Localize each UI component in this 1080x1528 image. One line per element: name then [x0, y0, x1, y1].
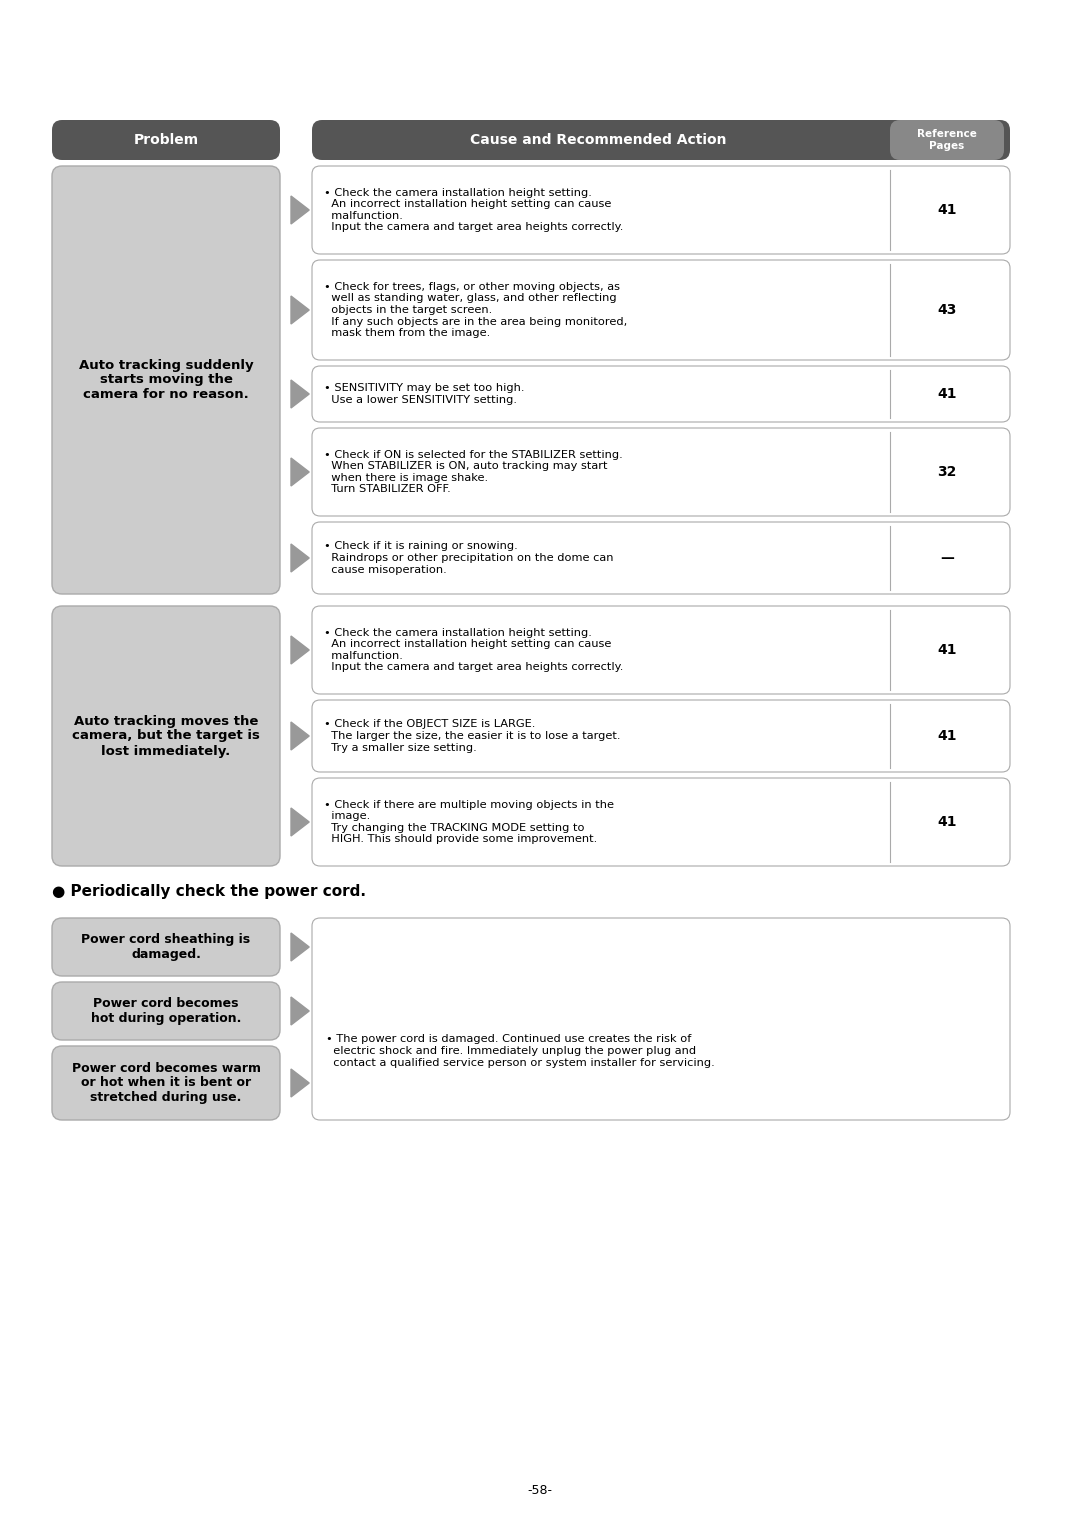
Polygon shape: [291, 380, 309, 408]
FancyBboxPatch shape: [890, 121, 1004, 160]
FancyBboxPatch shape: [312, 428, 1010, 516]
Text: • Check if ON is selected for the STABILIZER setting.
  When STABILIZER is ON, a: • Check if ON is selected for the STABIL…: [324, 449, 623, 495]
Polygon shape: [291, 458, 309, 486]
Text: 41: 41: [937, 203, 957, 217]
Text: • The power cord is damaged. Continued use creates the risk of
  electric shock : • The power cord is damaged. Continued u…: [326, 1034, 715, 1068]
Text: • Check if it is raining or snowing.
  Raindrops or other precipitation on the d: • Check if it is raining or snowing. Rai…: [324, 541, 613, 575]
Text: Problem: Problem: [134, 133, 199, 147]
FancyBboxPatch shape: [52, 607, 280, 866]
FancyBboxPatch shape: [52, 918, 280, 976]
Text: • Check if there are multiple moving objects in the
  image.
  Try changing the : • Check if there are multiple moving obj…: [324, 799, 615, 845]
Text: Power cord becomes warm
or hot when it is bent or
stretched during use.: Power cord becomes warm or hot when it i…: [71, 1062, 260, 1105]
Polygon shape: [291, 296, 309, 324]
FancyBboxPatch shape: [312, 778, 1010, 866]
Text: Power cord becomes
hot during operation.: Power cord becomes hot during operation.: [91, 996, 241, 1025]
Text: 43: 43: [937, 303, 957, 316]
Text: Reference
Pages: Reference Pages: [917, 130, 977, 151]
Text: 32: 32: [937, 465, 957, 478]
Text: • Check for trees, flags, or other moving objects, as
  well as standing water, : • Check for trees, flags, or other movin…: [324, 281, 627, 338]
FancyBboxPatch shape: [52, 167, 280, 594]
FancyBboxPatch shape: [312, 167, 1010, 254]
Text: Power cord sheathing is
damaged.: Power cord sheathing is damaged.: [81, 934, 251, 961]
Polygon shape: [291, 808, 309, 836]
FancyBboxPatch shape: [312, 367, 1010, 422]
Polygon shape: [291, 636, 309, 665]
Text: 41: 41: [937, 729, 957, 743]
Text: • SENSITIVITY may be set too high.
  Use a lower SENSITIVITY setting.: • SENSITIVITY may be set too high. Use a…: [324, 384, 525, 405]
FancyBboxPatch shape: [312, 918, 1010, 1120]
Text: ● Periodically check the power cord.: ● Periodically check the power cord.: [52, 885, 366, 898]
Text: Cause and Recommended Action: Cause and Recommended Action: [470, 133, 726, 147]
Text: Auto tracking moves the
camera, but the target is
lost immediately.: Auto tracking moves the camera, but the …: [72, 715, 260, 758]
Text: 41: 41: [937, 643, 957, 657]
FancyBboxPatch shape: [312, 260, 1010, 361]
Polygon shape: [291, 996, 309, 1025]
Text: • Check if the OBJECT SIZE is LARGE.
  The larger the size, the easier it is to : • Check if the OBJECT SIZE is LARGE. The…: [324, 720, 621, 753]
Text: Auto tracking suddenly
starts moving the
camera for no reason.: Auto tracking suddenly starts moving the…: [79, 359, 254, 402]
FancyBboxPatch shape: [52, 1047, 280, 1120]
Text: • Check the camera installation height setting.
  An incorrect installation heig: • Check the camera installation height s…: [324, 628, 623, 672]
Polygon shape: [291, 544, 309, 571]
FancyBboxPatch shape: [312, 121, 1010, 160]
Polygon shape: [291, 934, 309, 961]
FancyBboxPatch shape: [52, 983, 280, 1041]
FancyBboxPatch shape: [312, 700, 1010, 772]
Text: -58-: -58-: [527, 1484, 553, 1496]
Text: 41: 41: [937, 814, 957, 830]
FancyBboxPatch shape: [312, 523, 1010, 594]
Polygon shape: [291, 723, 309, 750]
FancyBboxPatch shape: [52, 121, 280, 160]
Text: —: —: [940, 552, 954, 565]
Text: • Check the camera installation height setting.
  An incorrect installation heig: • Check the camera installation height s…: [324, 188, 623, 232]
Polygon shape: [291, 196, 309, 225]
Polygon shape: [291, 1070, 309, 1097]
FancyBboxPatch shape: [312, 607, 1010, 694]
Text: 41: 41: [937, 387, 957, 400]
